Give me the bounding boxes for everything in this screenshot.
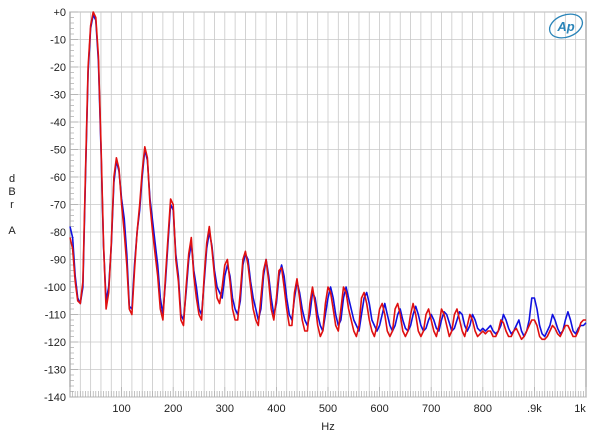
x-tick-label: 600 (370, 403, 388, 415)
y-tick-labels: +0 -10 -20 -30 -40 -50 -60 -70 -80 -90 -100 -110 -12… (44, 7, 66, 404)
y-tick-label: -140 (44, 392, 66, 404)
x-tick-label: 1k (574, 403, 586, 415)
x-tick-label: 700 (422, 403, 440, 415)
ap-logo-ring (548, 13, 584, 39)
y-tick-label: -70 (50, 200, 66, 212)
y-axis-title: dBr A (8, 173, 16, 237)
x-tick-label: 100 (112, 403, 130, 415)
x-tick-labels: 100 200 300 400 500 600 700 800 .9k 1k (112, 403, 586, 415)
y-tick-label: -20 (50, 62, 66, 74)
y-tick-label: -120 (44, 337, 66, 349)
y-tick-label: -110 (45, 310, 66, 322)
data-series (69, 11, 587, 341)
ap-logo: Ap (548, 13, 584, 39)
x-axis-title: Hz (321, 421, 334, 433)
y-tick-label: -90 (50, 255, 66, 267)
y-axis-title-char: A (8, 225, 16, 237)
x-tick-label: 500 (319, 403, 337, 415)
y-axis-title-char: r (10, 199, 14, 211)
x-tick-label: 200 (164, 403, 182, 415)
minor-ticks (69, 11, 587, 398)
y-tick-label: +0 (53, 7, 66, 19)
ap-logo-text: Ap (556, 19, 574, 34)
y-axis-title-char: d (9, 173, 15, 185)
y-tick-label: -50 (50, 145, 66, 157)
series-line-2 (69, 11, 586, 341)
y-tick-label: -100 (44, 282, 66, 294)
series-line-1 (69, 14, 587, 338)
x-tick-label: 800 (474, 403, 492, 415)
x-tick-label: 300 (216, 403, 234, 415)
x-tick-label: 400 (267, 403, 285, 415)
y-tick-label: -60 (50, 172, 66, 184)
y-tick-label: -40 (50, 117, 66, 129)
y-axis-title-char: B (8, 186, 15, 198)
y-tick-label: -130 (44, 365, 66, 377)
y-tick-label: -30 (50, 90, 66, 102)
y-tick-label: -80 (50, 227, 66, 239)
y-tick-label: -10 (50, 35, 66, 47)
x-tick-label: .9k (527, 403, 542, 415)
